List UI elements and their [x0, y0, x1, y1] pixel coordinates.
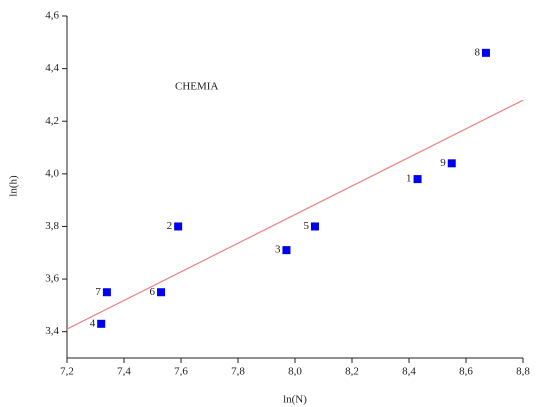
data-point: [282, 246, 291, 255]
point-label: 7: [95, 286, 101, 298]
point-label: 6: [150, 286, 156, 298]
x-axis-label: ln(N): [283, 394, 307, 406]
x-tick-label: 7,6: [174, 366, 188, 378]
point-label: 4: [90, 317, 96, 329]
data-point: [413, 175, 422, 184]
data-point: [102, 288, 111, 297]
data-point: [157, 288, 166, 297]
point-label: 5: [303, 220, 309, 232]
point-label: 9: [440, 157, 446, 169]
x-tick-label: 8,2: [345, 366, 359, 378]
y-tick-label: 4,0: [45, 167, 59, 179]
data-point: [481, 48, 490, 57]
y-tick-label: 3,4: [45, 325, 59, 337]
data-point: [97, 319, 106, 328]
y-tick-label: 3,6: [45, 273, 59, 285]
point-label: 8: [474, 46, 480, 58]
fit-line: [66, 99, 524, 330]
plot-frame: [67, 16, 523, 358]
x-tick-label: 8,8: [516, 366, 530, 378]
point-label: 3: [275, 244, 281, 256]
annotation: CHEMIA: [175, 81, 218, 93]
y-tick-label: 4,4: [45, 62, 59, 74]
y-tick-label: 3,8: [45, 220, 59, 232]
point-label: 1: [406, 173, 412, 185]
data-point: [310, 222, 319, 231]
data-point: [174, 222, 183, 231]
x-tick-label: 7,8: [231, 366, 245, 378]
x-tick-label: 7,4: [117, 366, 131, 378]
point-label: 2: [167, 220, 173, 232]
data-point: [447, 159, 456, 168]
y-tick-label: 4,6: [45, 10, 59, 22]
x-tick-label: 8,6: [459, 366, 473, 378]
y-axis-label: ln(h): [8, 175, 20, 197]
y-tick-label: 4,2: [45, 115, 59, 127]
x-tick-label: 8,4: [402, 366, 416, 378]
x-tick-label: 8,0: [288, 366, 302, 378]
x-tick-label: 7,2: [60, 366, 74, 378]
